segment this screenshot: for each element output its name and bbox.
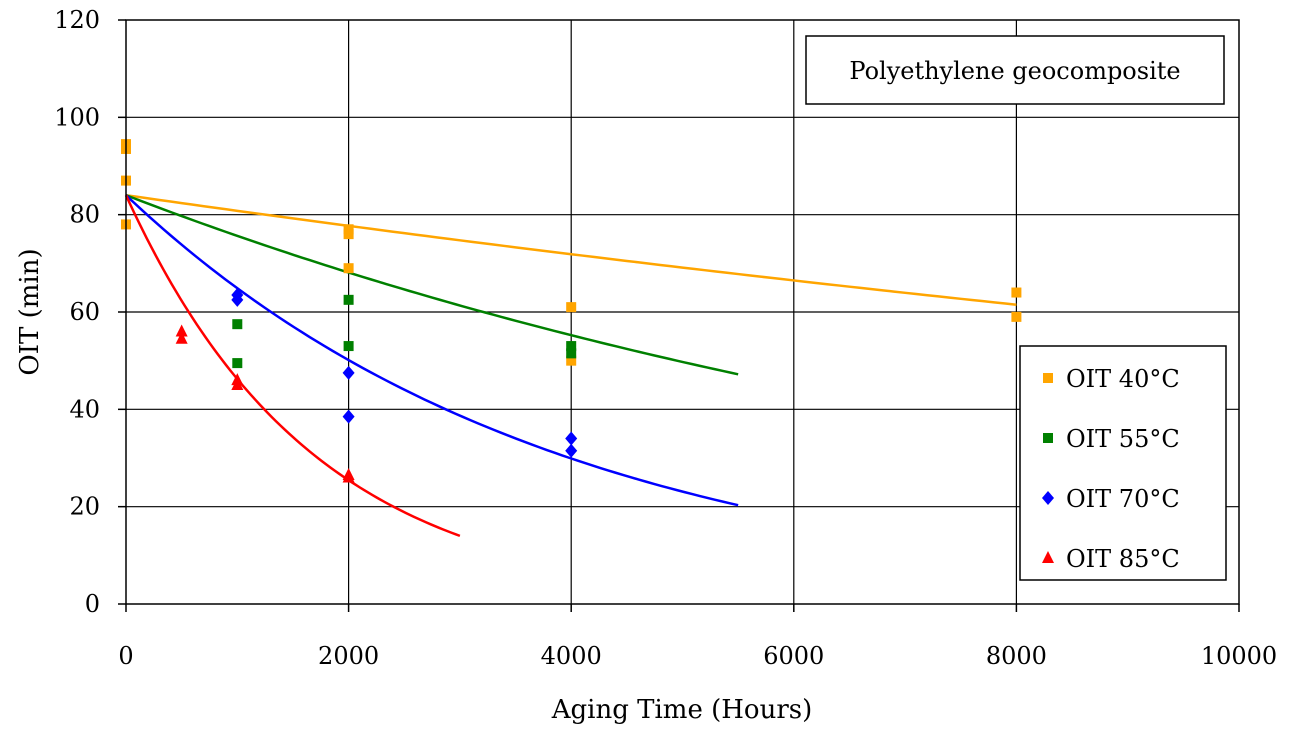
x-tick-label: 2000 — [318, 642, 379, 670]
legend-label: OIT 70°C — [1066, 485, 1180, 513]
data-point — [565, 431, 578, 446]
legend-label: OIT 85°C — [1066, 545, 1180, 573]
y-tick-label: 60 — [69, 298, 100, 326]
legend-marker — [1043, 433, 1053, 443]
data-point — [231, 378, 244, 390]
data-point — [343, 294, 354, 305]
fit-line-1 — [125, 194, 739, 376]
data-point — [1011, 287, 1022, 298]
data-point — [342, 365, 355, 380]
y-tick-label: 80 — [69, 201, 100, 229]
fit-line-2 — [125, 194, 739, 507]
data-point — [232, 319, 243, 330]
data-point — [566, 341, 577, 352]
legend-marker — [1042, 491, 1054, 505]
y-tick-label: 40 — [69, 395, 100, 423]
fit-line-0 — [125, 193, 1017, 306]
data-point — [343, 263, 354, 274]
y-tick-label: 0 — [85, 590, 100, 618]
x-tick-label: 0 — [118, 642, 133, 670]
x-tick-label: 10000 — [1201, 642, 1277, 670]
data-point — [566, 355, 577, 366]
data-point — [232, 358, 243, 369]
legend-label: OIT 40°C — [1066, 365, 1180, 393]
data-point — [342, 470, 355, 483]
data-point — [175, 324, 188, 337]
data-point — [1011, 311, 1022, 322]
legend-marker — [1042, 551, 1054, 563]
legend-label: OIT 55°C — [1066, 425, 1180, 453]
data-point — [343, 341, 354, 352]
data-point — [565, 443, 578, 458]
fit-line-3 — [124, 194, 461, 538]
y-tick-label: 120 — [54, 6, 100, 34]
data-point — [343, 229, 354, 240]
legend-box — [1019, 345, 1227, 581]
axis-ticks: 0 2000 4000 6000 8000 10000 0 20 40 60 80 100 120 — [54, 6, 1277, 670]
data-point — [175, 331, 188, 344]
data-point — [566, 302, 577, 313]
annotation-box: Polyethylene geocomposite — [805, 35, 1225, 105]
fit-curves — [124, 193, 1017, 538]
x-tick-label: 4000 — [541, 642, 602, 670]
y-tick-label: 20 — [69, 493, 100, 521]
x-tick-label: 6000 — [763, 642, 824, 670]
data-point — [342, 409, 355, 424]
x-tick-label: 8000 — [986, 642, 1047, 670]
data-point — [566, 348, 577, 359]
y-axis-title: OIT (min) — [15, 248, 45, 375]
annotation-text: Polyethylene geocomposite — [849, 57, 1180, 85]
data-point — [231, 292, 244, 307]
x-axis-title: Aging Time (Hours) — [551, 695, 812, 725]
y-tick-label: 100 — [54, 103, 100, 131]
legend: OIT 40°C OIT 55°C OIT 70°C OIT 85°C — [1019, 345, 1227, 581]
legend-marker — [1043, 373, 1053, 383]
